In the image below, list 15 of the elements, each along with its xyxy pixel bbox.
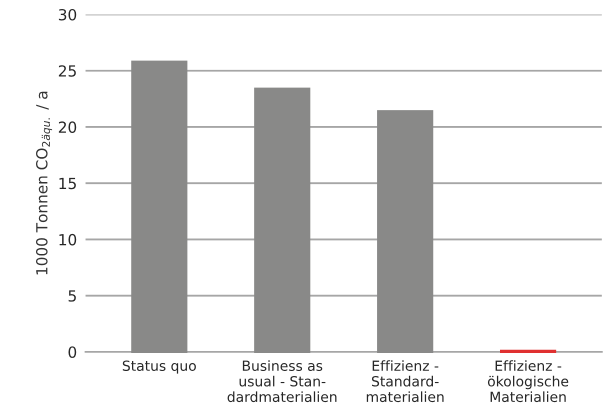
y-tick-label: 25 <box>58 65 76 77</box>
bar <box>377 110 434 353</box>
x-tick-label: Status quo <box>122 360 196 374</box>
y-tick-label: 0 <box>68 346 76 358</box>
bar <box>131 60 188 353</box>
y-tick-label: 5 <box>68 290 76 302</box>
y-tick-label: 10 <box>59 234 76 246</box>
y-tick-label: 15 <box>59 178 76 190</box>
y-tick-label: 20 <box>58 121 76 133</box>
y-axis-title: 1000 Tonnen CO$_{2äqu.}$ / a <box>36 92 52 274</box>
bar <box>254 88 310 353</box>
x-tick-label: Business as usual - Stan- dardmaterialien <box>228 360 336 402</box>
x-tick-label: Effizienz - Standard- materialien <box>366 360 444 402</box>
x-tick-label: Effizienz - ökologische Materialien <box>488 360 568 402</box>
y-tick-label: 30 <box>58 8 76 21</box>
